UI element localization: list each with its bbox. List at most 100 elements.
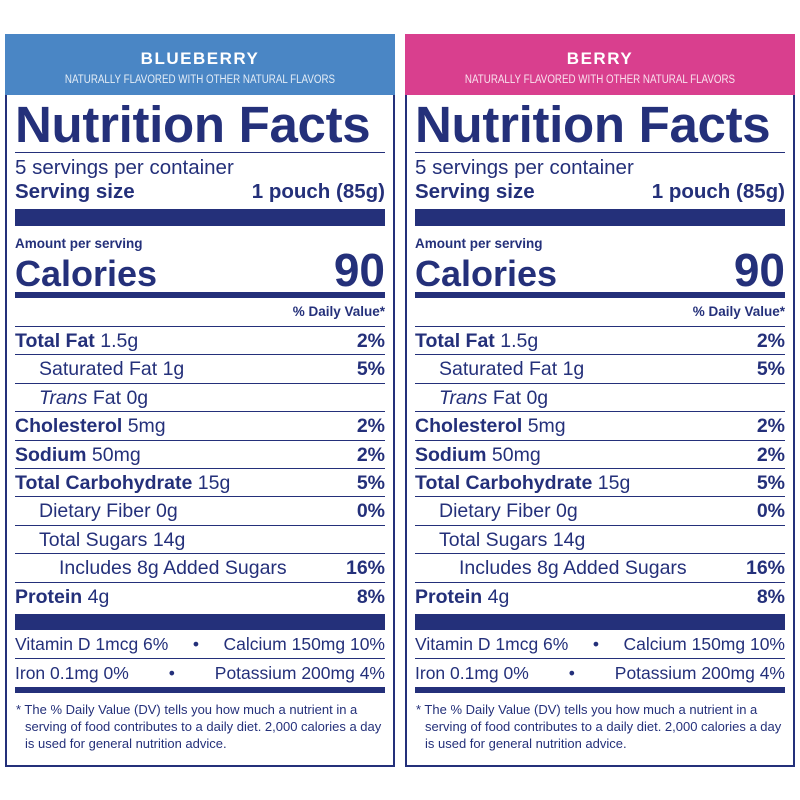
- nutrient-row: Protein 4g 8%: [15, 581, 385, 610]
- nutrient-dv: 8%: [756, 585, 785, 608]
- vitamin-row: Vitamin D 1mcg 6% • Calcium 150mg 10%: [415, 630, 785, 658]
- servings: 5 servings per container: [15, 156, 234, 179]
- nutrient-dv: 2%: [756, 330, 785, 352]
- nutrient-row: Dietary Fiber 0g 0%: [415, 496, 785, 524]
- calories-value: 90: [733, 244, 785, 296]
- footnote: * The % Daily Value (DV) tells you how m…: [16, 701, 382, 751]
- serving-size-label: Serving size: [415, 180, 535, 203]
- nutrient-name: Total Carbohydrate: [15, 471, 193, 494]
- nutrient-amount: 15g: [597, 471, 631, 494]
- footnote: * The % Daily Value (DV) tells you how m…: [416, 701, 782, 751]
- vitamin-left: Vitamin D 1mcg 6%: [15, 633, 169, 654]
- thick-divider: [15, 209, 385, 226]
- divider: [15, 152, 385, 153]
- nutrient-name: Protein: [15, 585, 83, 608]
- calories-label: Calories: [415, 253, 558, 294]
- vitamin-row: Iron 0.1mg 0% • Potassium 200mg 4%: [15, 657, 385, 687]
- nutrient-dv: 0%: [356, 500, 385, 523]
- nutrient-amount: 5mg: [527, 415, 566, 438]
- nutrient-name: Dietary Fiber: [439, 500, 551, 523]
- dv-header: % Daily Value*: [692, 304, 785, 319]
- nutrient-name: Saturated Fat: [39, 358, 158, 381]
- vitamin-row: Vitamin D 1mcg 6% • Calcium 150mg 10%: [15, 630, 385, 658]
- amount-per-serving: Amount per serving: [15, 236, 143, 251]
- bullet: •: [568, 662, 575, 683]
- nutrient-name: Total Fat: [15, 330, 95, 352]
- nutrient-amount: 50mg: [491, 443, 541, 466]
- facts-title: Nutrition Facts: [15, 96, 371, 153]
- medium-divider: [15, 686, 385, 693]
- calories-value: 90: [333, 244, 385, 296]
- nutrition-panel: BLUEBERRY NATURALLY FLAVORED WITH OTHER …: [5, 34, 395, 767]
- nutrient-name: Trans: [39, 386, 88, 409]
- nutrient-name: Total Carbohydrate: [415, 471, 593, 494]
- nutrient-amount: 4g: [487, 585, 510, 608]
- nutrient-amount: 5mg: [127, 415, 166, 438]
- nutrient-dv: 5%: [356, 358, 385, 381]
- dv-header: % Daily Value*: [292, 304, 385, 319]
- nutrient-name: Protein: [415, 585, 483, 608]
- nutrient-name: Sodium: [15, 443, 87, 466]
- facts-body: Nutrition Facts 5 servings per container…: [5, 95, 395, 767]
- vitamin-left: Iron 0.1mg 0%: [15, 662, 129, 683]
- nutrient-dv: 5%: [756, 358, 785, 381]
- calories-row: Calories 90: [415, 244, 785, 296]
- facts-title: Nutrition Facts: [415, 96, 771, 153]
- nutrient-name: Total Fat: [415, 330, 495, 352]
- serving-size-value: 1 pouch (85g): [651, 180, 785, 203]
- serving-size-label: Serving size: [15, 180, 135, 203]
- nutrient-amount: 1g: [562, 358, 585, 381]
- nutrition-panel: BERRY NATURALLY FLAVORED WITH OTHER NATU…: [405, 34, 795, 767]
- serving-size-value: 1 pouch (85g): [251, 180, 385, 203]
- nutrient-name: Sodium: [415, 443, 487, 466]
- nutrient-amount: 1g: [162, 358, 185, 381]
- nutrient-name: Cholesterol: [15, 415, 123, 438]
- nutrient-row: Cholesterol 5mg 2%: [15, 411, 385, 439]
- nutrient-amount: 4g: [87, 585, 110, 608]
- medium-divider: [15, 292, 385, 298]
- nutrient-dv: 2%: [356, 415, 385, 438]
- flavor-name: BERRY: [566, 49, 634, 68]
- nutrient-dv: 2%: [756, 415, 785, 438]
- nutrient-name: Cholesterol: [415, 415, 523, 438]
- vitamin-left: Iron 0.1mg 0%: [415, 662, 529, 683]
- flavor-subtitle: NATURALLY FLAVORED WITH OTHER NATURAL FL…: [464, 74, 736, 86]
- nutrient-dv: 8%: [356, 585, 385, 608]
- vitamin-row: Iron 0.1mg 0% • Potassium 200mg 4%: [415, 657, 785, 687]
- nutrient-row: Trans Fat 0g: [15, 382, 385, 411]
- nutrient-name: Includes 8g Added Sugars: [59, 557, 287, 580]
- bullet: •: [168, 662, 175, 683]
- nutrient-amount: 14g: [152, 528, 186, 551]
- nutrient-name: Saturated Fat: [439, 358, 558, 381]
- nutrient-name: Trans: [439, 386, 488, 409]
- nutrient-dv: 2%: [756, 443, 785, 466]
- nutrient-row: Total Carbohydrate 15g 5%: [15, 467, 385, 496]
- calories-label: Calories: [15, 253, 158, 294]
- nutrient-amount: 0g: [556, 500, 578, 523]
- bullet: •: [192, 633, 200, 654]
- nutrient-dv: 16%: [745, 557, 785, 580]
- nutrient-dv: 0%: [756, 500, 785, 523]
- vitamin-right: Potassium 200mg 4%: [214, 662, 385, 683]
- nutrient-amount: 15g: [197, 471, 231, 494]
- divider: [415, 152, 785, 153]
- nutrient-row: Trans Fat 0g: [415, 382, 785, 411]
- nutrient-row: Saturated Fat 1g 5%: [415, 354, 785, 382]
- nutrient-name: Total Sugars: [439, 528, 548, 551]
- nutrient-row: Includes 8g Added Sugars 16%: [415, 553, 785, 581]
- amount-per-serving: Amount per serving: [415, 236, 543, 251]
- nutrient-row: Cholesterol 5mg 2%: [415, 411, 785, 439]
- flavor-header: BLUEBERRY NATURALLY FLAVORED WITH OTHER …: [5, 34, 395, 95]
- nutrient-dv: 16%: [345, 557, 385, 580]
- nutrient-row: Dietary Fiber 0g 0%: [15, 496, 385, 524]
- medium-divider: [415, 686, 785, 693]
- nutrient-row: Total Carbohydrate 15g 5%: [415, 467, 785, 496]
- flavor-name: BLUEBERRY: [140, 49, 260, 68]
- nutrient-amount: 0g: [126, 386, 149, 409]
- nutrient-row: Total Fat 1.5g 2%: [15, 326, 385, 354]
- nutrient-name-rest: Fat: [492, 386, 522, 409]
- bullet: •: [592, 633, 600, 654]
- thick-divider: [415, 209, 785, 226]
- nutrient-dv: 2%: [356, 330, 385, 352]
- nutrient-amount: 0g: [526, 386, 549, 409]
